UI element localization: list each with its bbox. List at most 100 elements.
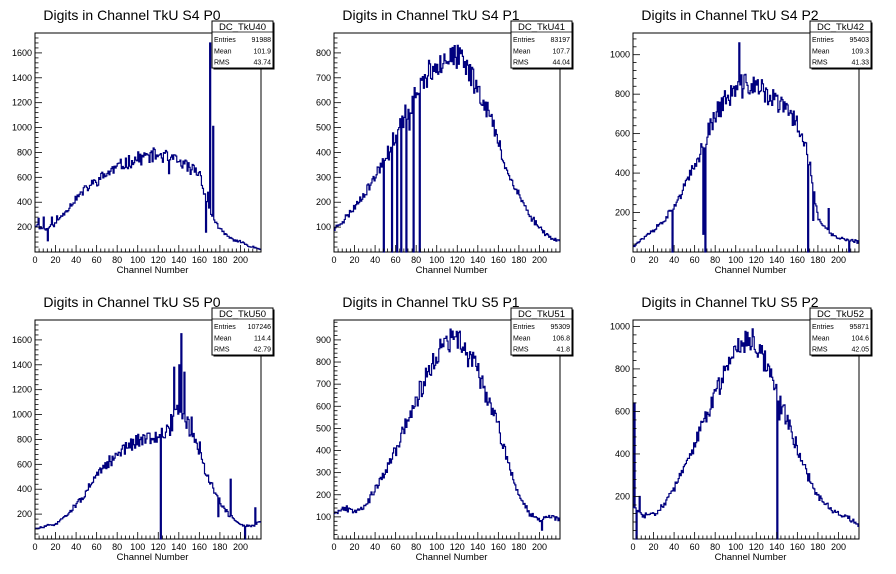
histogram-line — [35, 333, 261, 540]
stats-entries-value: 91988 — [252, 37, 272, 44]
x-tick-label: 120 — [749, 255, 764, 265]
histogram-panel-4: Digits in Channel TkU S5 P1 0 20 40 60 80 100 1… — [316, 294, 574, 563]
stats-rms-value: 43.74 — [253, 60, 271, 67]
histogram-panel-2: Digits in Channel TkU S4 P2 0 20 40 60 80 100 1… — [610, 7, 873, 276]
stats-mean-label: Mean — [513, 48, 531, 55]
y-tick-label: 800 — [17, 434, 32, 444]
stats-rms-label: RMS — [214, 60, 230, 67]
y-tick-label: 400 — [615, 168, 630, 178]
histogram-panel-0: Digits in Channel TkU S4 P0 0 20 40 60 80 100 1… — [12, 7, 275, 276]
histogram-line — [633, 328, 859, 540]
x-tick-label: 80 — [411, 255, 421, 265]
x-tick-label: 100 — [728, 542, 743, 552]
x-tick-label: 40 — [71, 255, 81, 265]
y-tick-label: 600 — [17, 459, 32, 469]
plot-frame — [632, 319, 860, 540]
stats-mean-value: 101.9 — [253, 48, 271, 55]
stats-entries-label: Entries — [214, 37, 236, 44]
x-tick-label: 0 — [32, 542, 37, 552]
y-tick-label: 1400 — [12, 73, 32, 83]
chart-title: Digits in Channel TkU S5 P1 — [342, 294, 519, 310]
x-tick-label: 120 — [749, 542, 764, 552]
y-tick-label: 600 — [17, 172, 32, 182]
x-tick-label: 100 — [130, 542, 145, 552]
x-axis-label: Channel Number — [416, 265, 488, 276]
y-tick-label: 1000 — [12, 410, 32, 420]
stats-entries-value: 95309 — [551, 324, 571, 331]
stats-mean-value: 106.8 — [552, 335, 570, 342]
x-tick-label: 140 — [769, 255, 784, 265]
chart-title: Digits in Channel TkU S5 P0 — [43, 294, 220, 310]
stats-name: DC_TkU52 — [817, 309, 864, 320]
y-tick-label: 600 — [316, 401, 331, 411]
x-tick-label: 20 — [51, 542, 61, 552]
x-tick-label: 200 — [233, 255, 248, 265]
x-tick-label: 80 — [710, 542, 720, 552]
histogram-panel-1: Digits in Channel TkU S4 P1 0 20 40 60 80 100 1… — [316, 7, 574, 276]
x-tick-label: 160 — [491, 542, 506, 552]
x-tick-label: 180 — [511, 255, 526, 265]
x-tick-label: 140 — [769, 542, 784, 552]
y-tick-label: 1000 — [610, 321, 630, 331]
x-tick-label: 60 — [690, 542, 700, 552]
y-tick-label: 200 — [316, 197, 331, 207]
x-tick-label: 200 — [532, 542, 547, 552]
x-tick-label: 40 — [370, 255, 380, 265]
x-tick-label: 200 — [831, 255, 846, 265]
x-axis-label: Channel Number — [117, 265, 189, 276]
chart-title: Digits in Channel TkU S4 P1 — [342, 7, 519, 23]
x-tick-label: 60 — [690, 255, 700, 265]
stats-name: DC_TkU50 — [219, 309, 266, 320]
stats-mean-label: Mean — [812, 48, 830, 55]
x-tick-label: 80 — [411, 542, 421, 552]
stats-entries-label: Entries — [513, 37, 535, 44]
x-tick-label: 60 — [92, 255, 102, 265]
stats-rms-label: RMS — [812, 347, 828, 354]
stats-rms-value: 44.04 — [552, 60, 570, 67]
stats-rms-label: RMS — [812, 60, 828, 67]
y-tick-label: 1200 — [12, 385, 32, 395]
histogram-line — [35, 42, 261, 251]
stats-name: DC_TkU51 — [518, 309, 565, 320]
x-tick-label: 20 — [649, 542, 659, 552]
x-tick-label: 140 — [171, 542, 186, 552]
y-tick-label: 1400 — [12, 360, 32, 370]
x-tick-label: 40 — [669, 255, 679, 265]
stats-rms-value: 42.05 — [851, 347, 869, 354]
stats-box: DC_TkU41 Entries 83197 Mean 107.7 RMS 44.04 — [510, 20, 574, 70]
x-tick-label: 100 — [429, 542, 444, 552]
x-tick-label: 60 — [92, 542, 102, 552]
stats-box: DC_TkU40 Entries 91988 Mean 101.9 RMS 43.74 — [211, 20, 275, 70]
x-tick-label: 80 — [112, 255, 122, 265]
y-tick-label: 600 — [615, 129, 630, 139]
x-tick-label: 20 — [51, 255, 61, 265]
x-axis-label: Channel Number — [117, 552, 189, 563]
x-tick-label: 160 — [192, 255, 207, 265]
y-tick-label: 1000 — [12, 123, 32, 133]
y-tick-label: 700 — [316, 73, 331, 83]
y-tick-label: 100 — [316, 222, 331, 232]
x-tick-label: 0 — [32, 255, 37, 265]
y-tick-label: 400 — [316, 147, 331, 157]
stats-name: DC_TkU42 — [817, 22, 864, 33]
x-tick-label: 100 — [728, 255, 743, 265]
stats-entries-value: 83197 — [551, 37, 571, 44]
x-axis-label: Channel Number — [715, 552, 787, 563]
y-tick-label: 200 — [615, 208, 630, 218]
x-tick-label: 0 — [630, 255, 635, 265]
x-tick-label: 200 — [831, 542, 846, 552]
y-tick-label: 1600 — [12, 335, 32, 345]
x-tick-label: 120 — [151, 255, 166, 265]
x-tick-label: 160 — [491, 255, 506, 265]
x-tick-label: 40 — [370, 542, 380, 552]
x-tick-label: 200 — [233, 542, 248, 552]
y-tick-label: 1200 — [12, 98, 32, 108]
x-tick-label: 40 — [71, 542, 81, 552]
stats-box: DC_TkU52 Entries 95871 Mean 104.6 RMS 42.05 — [809, 307, 873, 357]
stats-box: DC_TkU42 Entries 95403 Mean 109.3 RMS 41.33 — [809, 20, 873, 70]
y-tick-label: 500 — [316, 423, 331, 433]
stats-entries-label: Entries — [812, 37, 834, 44]
x-tick-label: 20 — [350, 542, 360, 552]
stats-rms-label: RMS — [214, 347, 230, 354]
